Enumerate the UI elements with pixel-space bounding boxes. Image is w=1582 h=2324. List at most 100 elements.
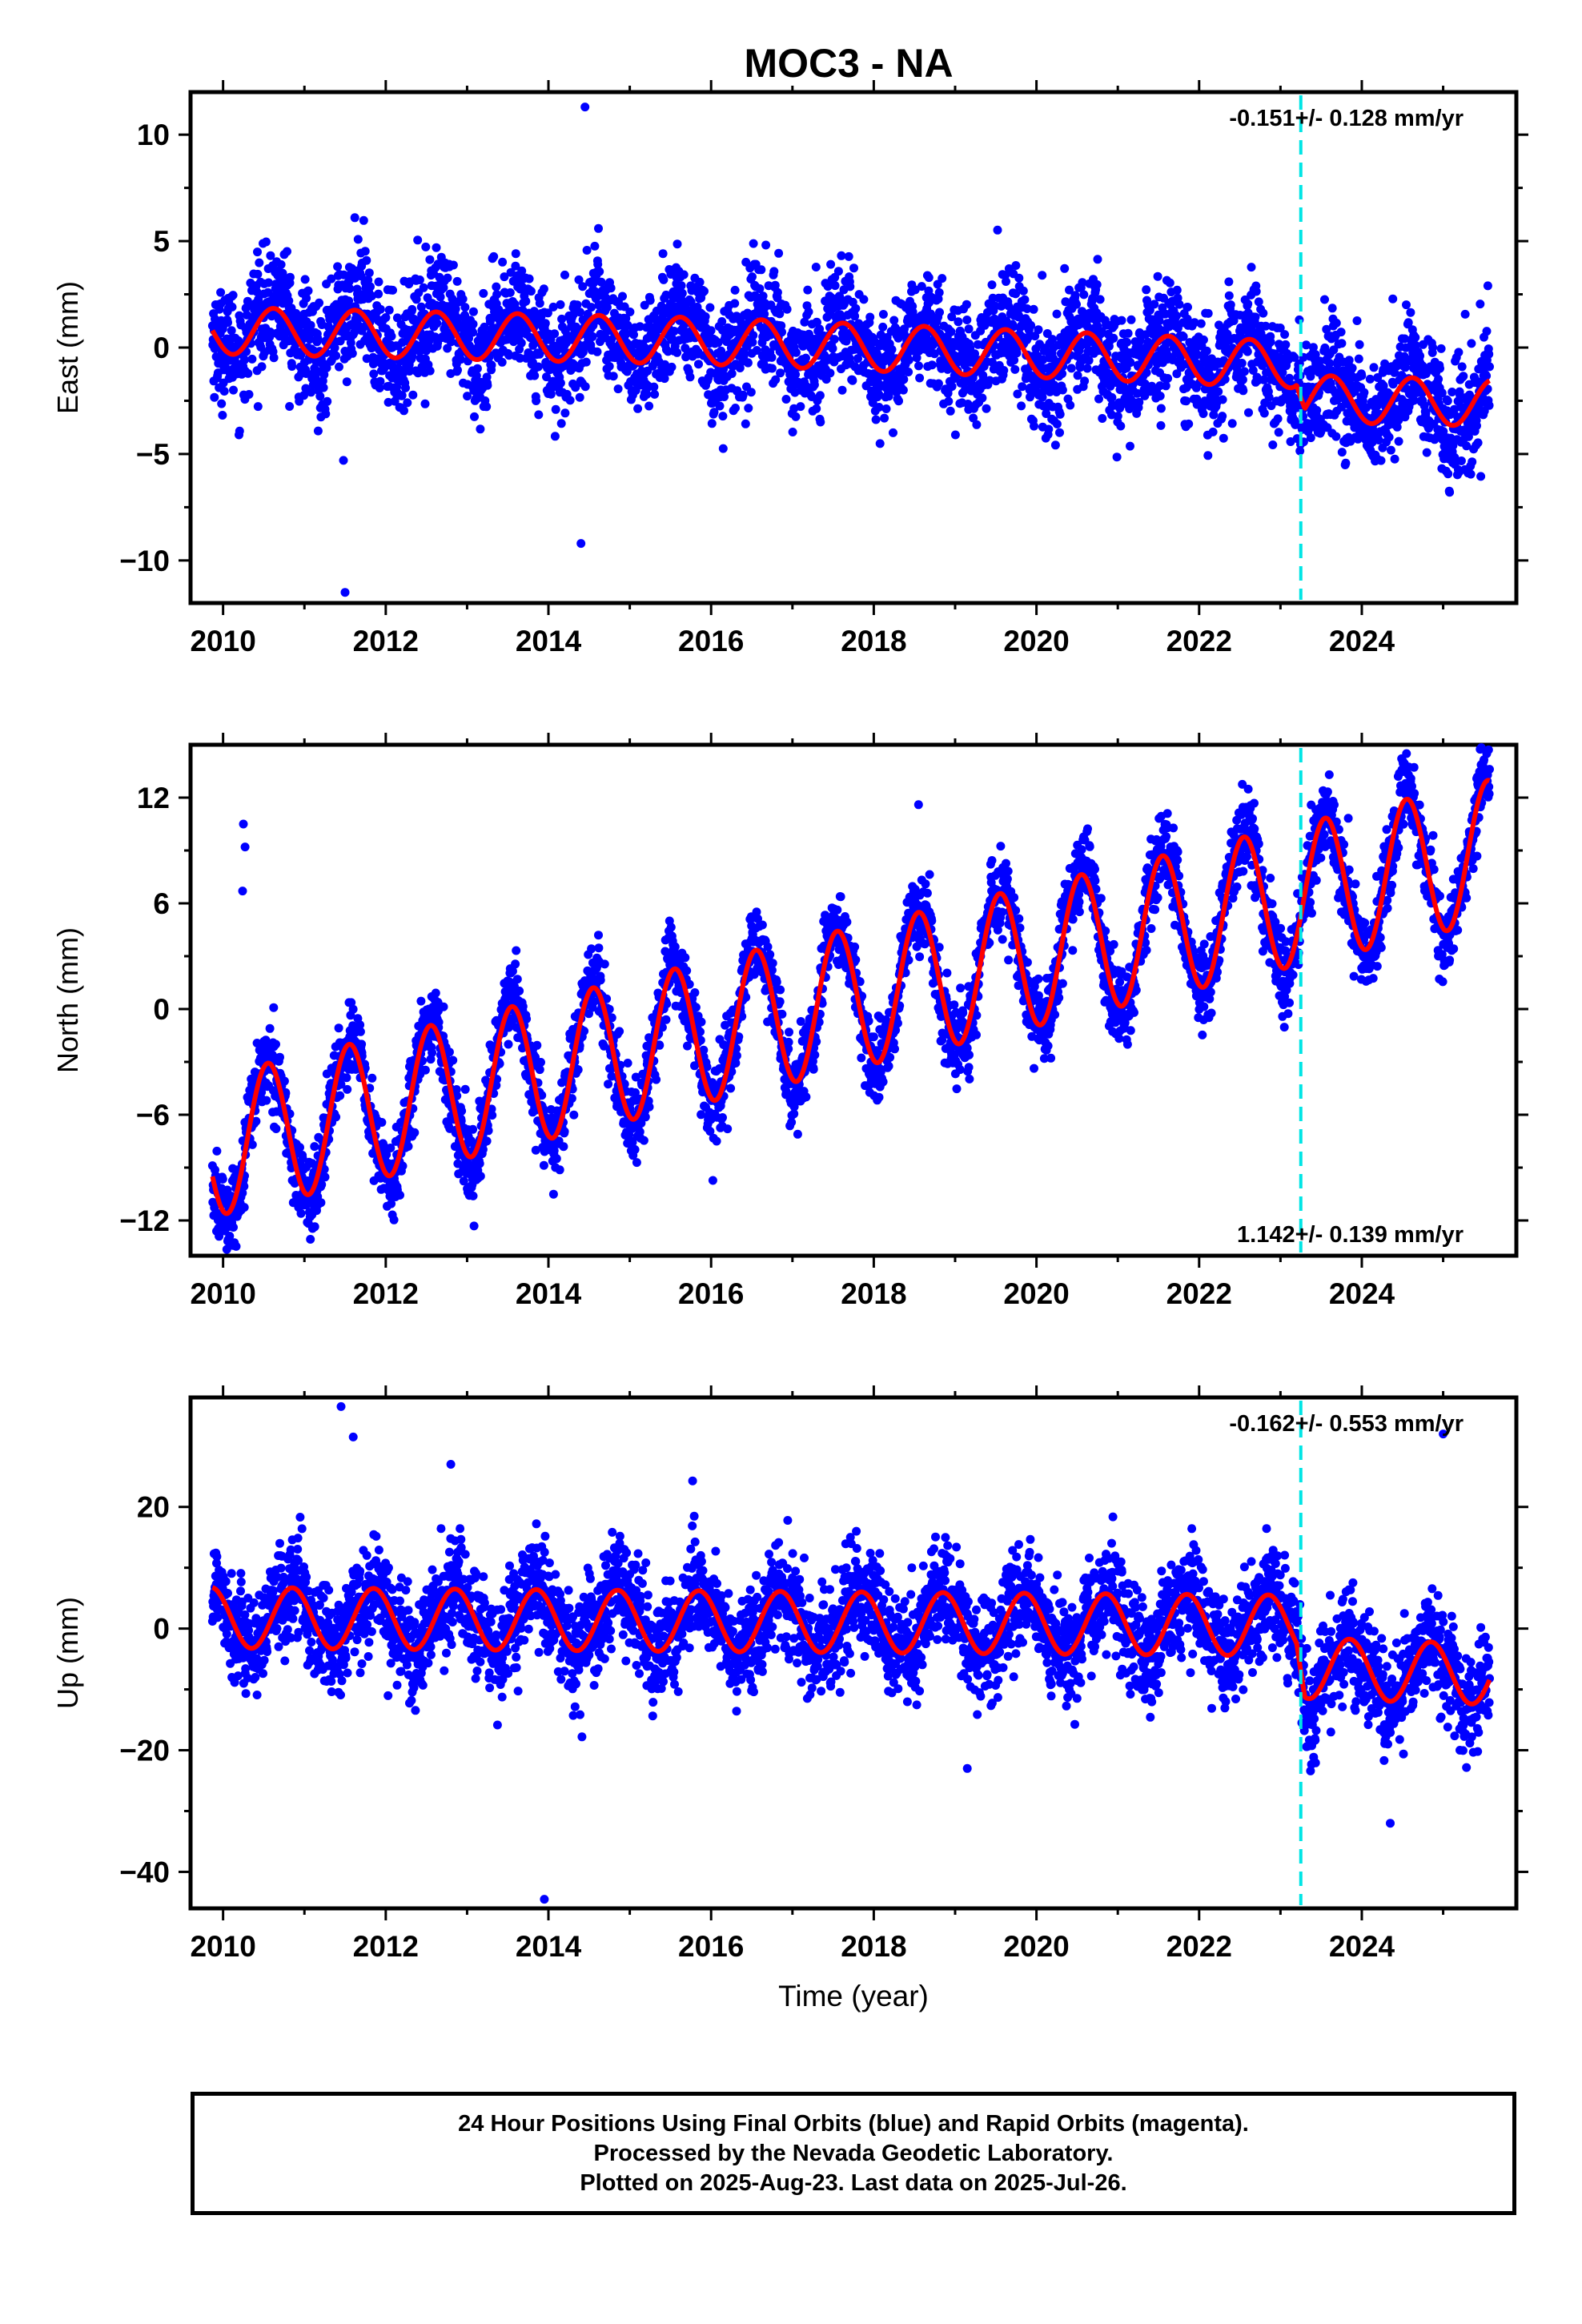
east-point	[828, 344, 837, 353]
east-point	[1172, 285, 1182, 295]
east-point	[1219, 433, 1228, 443]
east-point	[705, 303, 715, 312]
east-point	[618, 292, 627, 301]
east-point	[1274, 428, 1283, 437]
east-point	[871, 415, 881, 424]
east-point	[947, 382, 957, 391]
east-point	[1411, 332, 1420, 342]
east-point	[880, 413, 889, 423]
east-point	[1227, 419, 1237, 428]
east-point	[1218, 412, 1227, 421]
east-point	[581, 357, 591, 367]
east-point	[987, 280, 997, 290]
east-xtick-label-2016: 2016	[678, 625, 744, 657]
north-point	[271, 1124, 281, 1133]
east-xtick-label-2024: 2024	[1329, 625, 1395, 657]
east-point	[1202, 346, 1211, 356]
east-point	[468, 328, 478, 337]
east-point	[425, 366, 435, 376]
east-point	[1460, 309, 1470, 319]
north-point	[396, 1190, 404, 1200]
east-point	[1320, 295, 1329, 304]
east-point	[1468, 457, 1477, 467]
east-point	[1484, 400, 1494, 410]
east-point	[1306, 433, 1315, 443]
east-point	[397, 391, 407, 400]
east-point	[595, 267, 604, 276]
east-point	[1374, 436, 1383, 444]
east-point	[1428, 343, 1438, 352]
north-point	[331, 1112, 341, 1122]
north-ytick-label-12: 12	[137, 782, 170, 814]
east-point	[1066, 364, 1076, 373]
east-xtick-label-2022: 2022	[1166, 625, 1232, 657]
east-point	[1094, 394, 1103, 404]
east-point	[287, 362, 297, 371]
east-point	[436, 292, 445, 302]
east-point	[1336, 328, 1346, 337]
east-point	[425, 255, 435, 264]
east-point	[1344, 356, 1354, 365]
east-point	[844, 251, 853, 261]
east-point	[1072, 300, 1081, 309]
east-point	[865, 312, 875, 322]
east-point	[809, 380, 819, 389]
east-point	[319, 383, 328, 392]
east-point	[590, 241, 600, 251]
east-point	[578, 282, 588, 292]
east-point	[604, 361, 614, 371]
north-point	[239, 1203, 249, 1212]
east-point	[1341, 458, 1351, 468]
east-point	[1182, 396, 1191, 406]
east-point	[898, 385, 908, 395]
east-point	[556, 419, 566, 428]
east-point	[468, 320, 478, 329]
east-point	[307, 388, 315, 397]
east-point	[1251, 287, 1261, 296]
east-point	[803, 285, 813, 295]
east-point	[613, 384, 623, 394]
north-xtick-label-2014: 2014	[516, 1277, 582, 1310]
east-point	[476, 424, 485, 434]
east-point	[575, 392, 584, 402]
east-outlier-point	[576, 539, 586, 549]
east-point	[812, 404, 821, 413]
east-point	[468, 307, 478, 316]
east-point	[1010, 364, 1020, 374]
east-point	[715, 401, 725, 411]
east-point	[644, 401, 654, 411]
east-point	[773, 287, 782, 297]
east-point	[1123, 328, 1133, 338]
east-point	[283, 247, 291, 256]
east-point	[571, 383, 580, 392]
east-point	[782, 304, 792, 314]
east-point	[1184, 419, 1194, 428]
east-point	[282, 328, 291, 337]
east-point	[1196, 319, 1206, 328]
east-point	[1331, 318, 1341, 328]
east-point	[667, 362, 677, 372]
east-point	[1013, 389, 1022, 399]
north-point	[416, 996, 426, 1006]
east-point	[557, 314, 567, 324]
east-point	[492, 290, 502, 300]
north-point	[296, 1208, 306, 1218]
east-point	[815, 391, 825, 400]
east-point	[306, 320, 315, 330]
east-point	[706, 326, 716, 336]
east-point	[405, 367, 414, 376]
east-point	[695, 277, 705, 287]
east-point	[539, 284, 548, 294]
east-point	[540, 319, 550, 328]
east-point	[458, 294, 468, 304]
east-point	[1011, 289, 1021, 299]
east-point	[694, 360, 703, 369]
east-point	[497, 357, 507, 367]
east-point	[452, 276, 462, 286]
north-point	[310, 1142, 319, 1152]
east-point	[331, 351, 341, 360]
east-point	[816, 417, 825, 427]
east-point	[453, 365, 462, 375]
north-xtick-label-2018: 2018	[841, 1277, 906, 1310]
east-point	[535, 349, 544, 359]
